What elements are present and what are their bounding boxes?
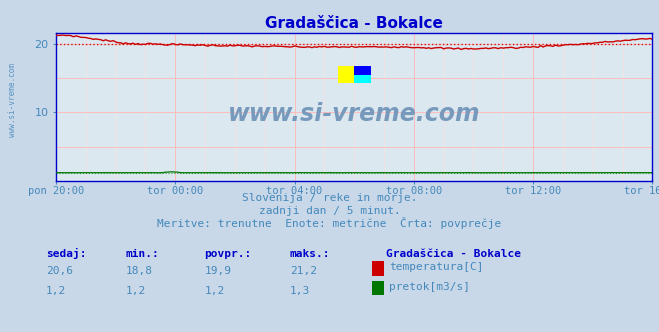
Text: Slovenija / reke in morje.: Slovenija / reke in morje. [242, 193, 417, 203]
Text: Gradaščica - Bokalce: Gradaščica - Bokalce [386, 249, 521, 259]
Text: zadnji dan / 5 minut.: zadnji dan / 5 minut. [258, 206, 401, 216]
Text: 1,3: 1,3 [290, 286, 310, 296]
Text: 1,2: 1,2 [46, 286, 67, 296]
Text: www.si-vreme.com: www.si-vreme.com [8, 63, 17, 136]
Bar [355, 75, 371, 83]
Text: 19,9: 19,9 [204, 266, 231, 276]
Text: min.:: min.: [125, 249, 159, 259]
Bar [337, 66, 355, 83]
Text: 21,2: 21,2 [290, 266, 317, 276]
Text: 1,2: 1,2 [125, 286, 146, 296]
Text: 20,6: 20,6 [46, 266, 73, 276]
Text: maks.:: maks.: [290, 249, 330, 259]
Text: Meritve: trenutne  Enote: metrične  Črta: povprečje: Meritve: trenutne Enote: metrične Črta: … [158, 217, 501, 229]
Text: pretok[m3/s]: pretok[m3/s] [389, 282, 470, 292]
Text: povpr.:: povpr.: [204, 249, 252, 259]
Text: temperatura[C]: temperatura[C] [389, 262, 483, 272]
Text: 1,2: 1,2 [204, 286, 225, 296]
Text: www.si-vreme.com: www.si-vreme.com [228, 103, 480, 126]
Text: sedaj:: sedaj: [46, 248, 86, 259]
Text: 18,8: 18,8 [125, 266, 152, 276]
Bar [355, 66, 371, 75]
Title: Gradaščica - Bokalce: Gradaščica - Bokalce [266, 16, 443, 31]
